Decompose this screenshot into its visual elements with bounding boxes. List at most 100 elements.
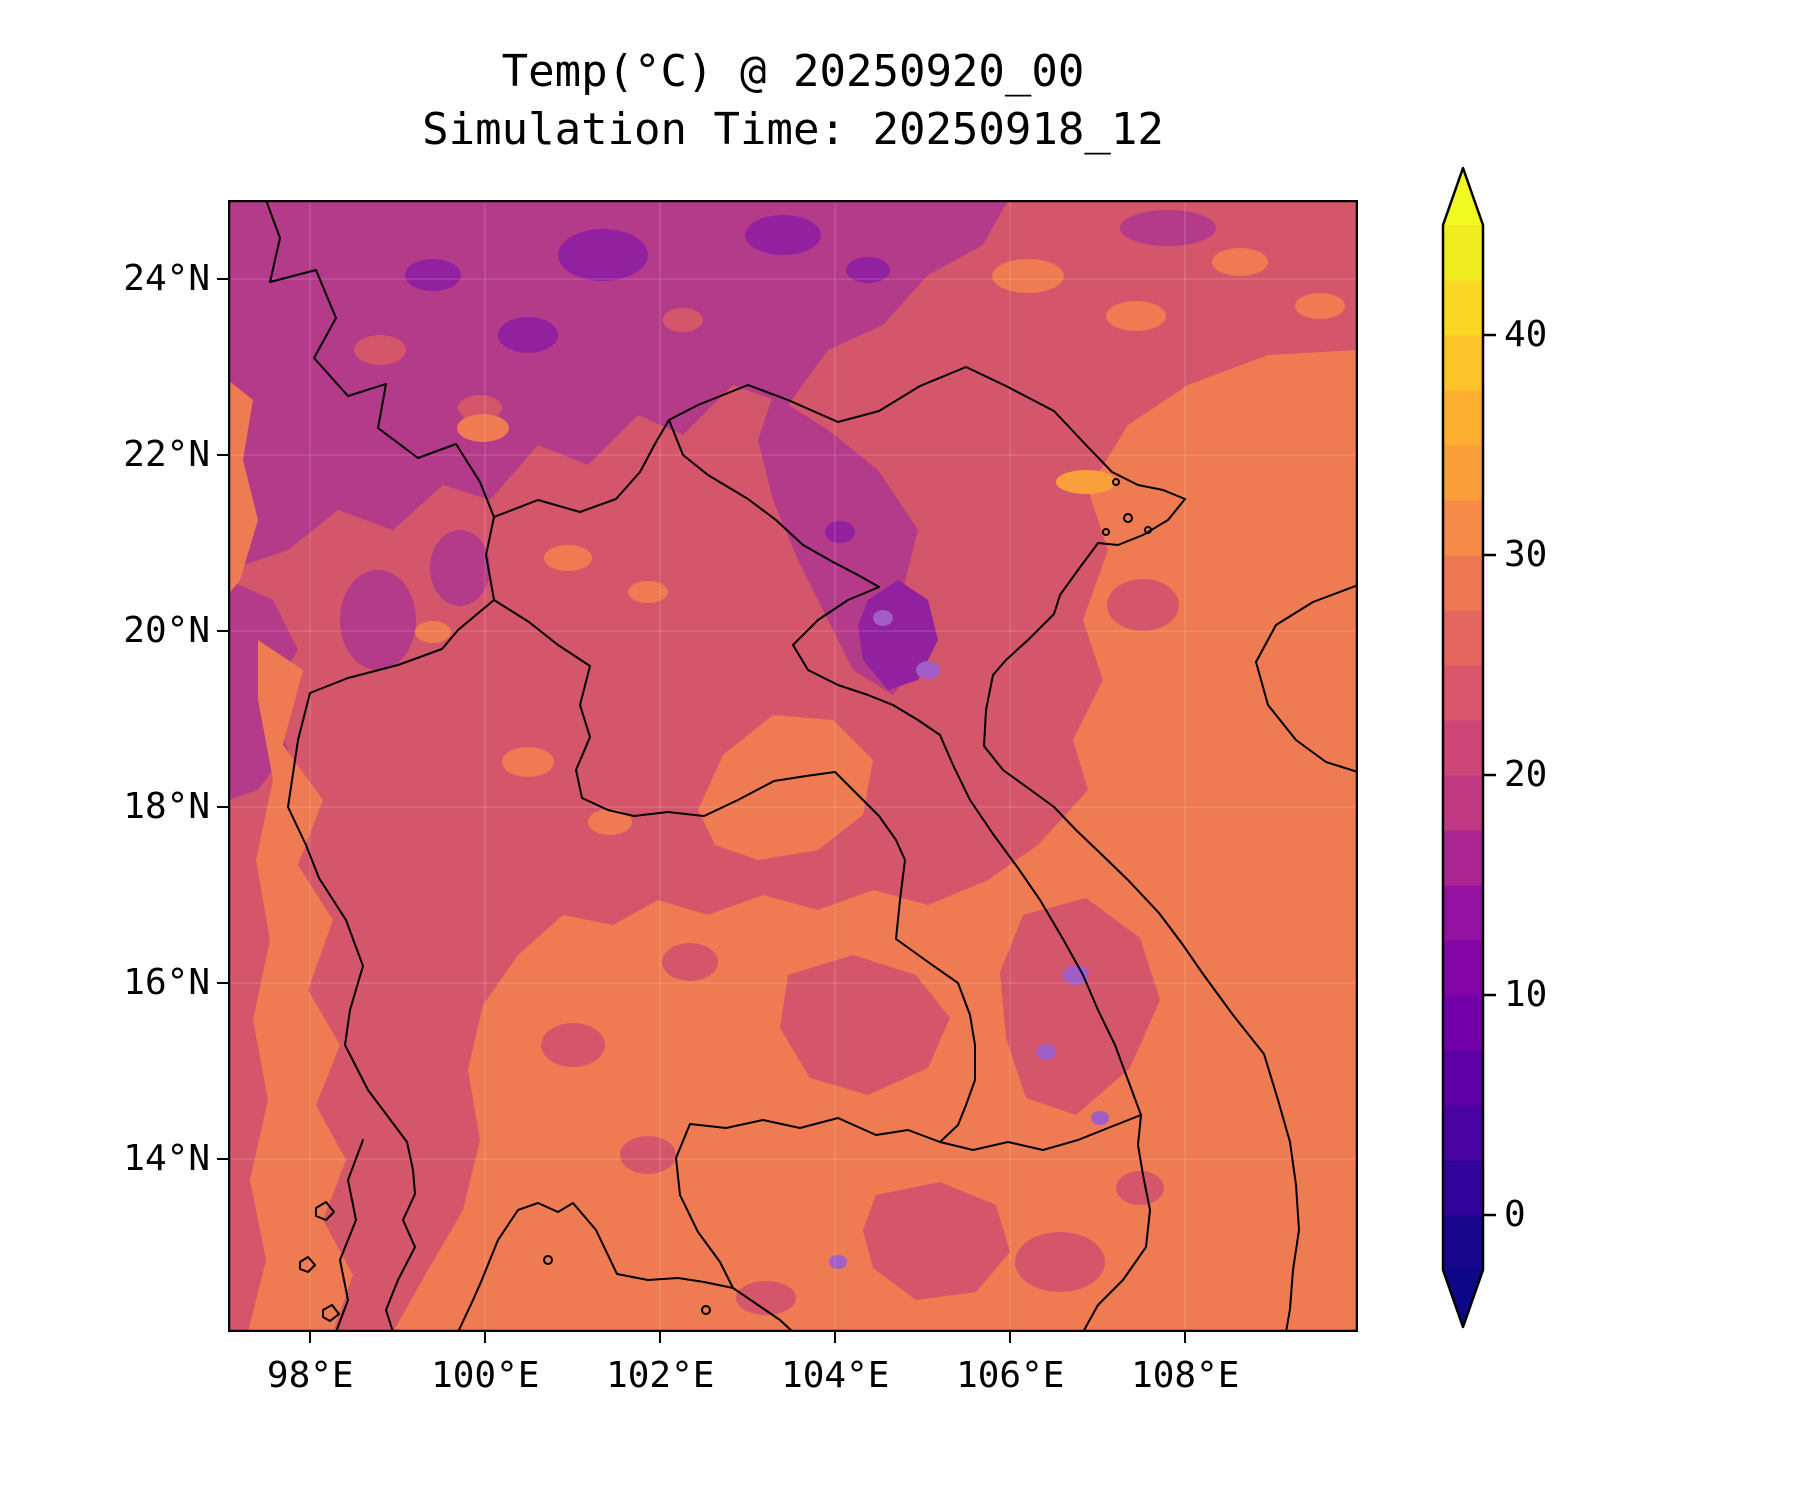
colorbar-segment bbox=[1443, 1049, 1483, 1106]
colorbar-segment bbox=[1443, 884, 1483, 941]
coast-vietnam bbox=[983, 498, 1300, 1332]
colorbar-segment bbox=[1443, 719, 1483, 776]
colorbar-segment bbox=[1443, 774, 1483, 831]
contour-region bbox=[502, 747, 554, 777]
colorbar-segment bbox=[1443, 829, 1483, 886]
x-axis-tick-label: 108°E bbox=[1131, 1355, 1240, 1396]
contour-region bbox=[1212, 248, 1268, 276]
axes-frame bbox=[228, 200, 1358, 1332]
y-axis-tick-mark bbox=[217, 806, 228, 809]
colorbar-tick-label: 10 bbox=[1504, 974, 1548, 1015]
contour-region bbox=[1116, 1171, 1164, 1205]
contour-region bbox=[498, 317, 558, 353]
y-axis-tick-mark bbox=[217, 1158, 228, 1161]
contour-region bbox=[916, 661, 940, 679]
x-axis-tick-label: 102°E bbox=[606, 1355, 715, 1396]
island bbox=[315, 1201, 335, 1221]
colorbar-segment bbox=[1443, 444, 1483, 501]
contour-region bbox=[992, 259, 1064, 293]
contour-region bbox=[628, 581, 668, 603]
colorbar-extend-under bbox=[1443, 1270, 1483, 1327]
contour-region bbox=[340, 570, 416, 670]
contour-region bbox=[1106, 301, 1166, 331]
contour-region bbox=[780, 955, 950, 1095]
border-laos-vietnam bbox=[668, 419, 1142, 1116]
coast-andaman bbox=[335, 1139, 364, 1332]
contour-region bbox=[430, 530, 490, 606]
country-borders bbox=[265, 200, 1358, 1332]
contour-region bbox=[1015, 1232, 1105, 1292]
y-axis-tick-label: 18°N bbox=[123, 786, 210, 828]
contour-region bbox=[825, 521, 855, 543]
contour-region bbox=[873, 610, 893, 626]
x-axis-tick-mark bbox=[309, 1332, 312, 1343]
colorbar-segment bbox=[1443, 554, 1483, 611]
contour-region bbox=[620, 1136, 676, 1174]
island bbox=[1123, 513, 1133, 523]
island bbox=[322, 1304, 340, 1322]
coast-gulf-of-thailand bbox=[457, 1202, 794, 1332]
colorbar-tick-marks bbox=[1483, 333, 1496, 1217]
coast-hainan bbox=[1255, 584, 1358, 773]
colorbar-segment bbox=[1443, 609, 1483, 666]
y-axis-tick-label: 20°N bbox=[123, 610, 210, 652]
y-axis-tick-label: 16°N bbox=[123, 962, 210, 1004]
border-thailand-laos bbox=[493, 599, 976, 1143]
contour-region bbox=[354, 335, 406, 365]
colorbar-segment bbox=[1443, 994, 1483, 1051]
colorbar-segment bbox=[1443, 939, 1483, 996]
colorbar bbox=[1441, 166, 1496, 1329]
y-axis-tick-label: 22°N bbox=[123, 434, 210, 476]
contour-region bbox=[1120, 210, 1216, 246]
contour-band-30-35-region bbox=[1056, 470, 1116, 494]
contour-region bbox=[588, 809, 632, 835]
contour-region bbox=[829, 1255, 847, 1269]
colorbar-segment bbox=[1443, 224, 1483, 281]
contour-region bbox=[541, 1023, 605, 1067]
contour-region bbox=[544, 545, 592, 571]
contour-region bbox=[558, 229, 648, 281]
contour-region bbox=[662, 943, 718, 981]
y-axis-tick-label: 14°N bbox=[123, 1138, 210, 1180]
contour-region bbox=[1063, 965, 1089, 985]
colorbar-segment bbox=[1443, 1214, 1483, 1271]
x-axis-tick-mark bbox=[834, 1332, 837, 1343]
colorbar-outline bbox=[1441, 166, 1485, 1329]
contour-region bbox=[1107, 579, 1179, 631]
contour-band-violet-spots bbox=[829, 610, 1109, 1269]
border-cambodia-vietnam bbox=[1082, 1114, 1151, 1332]
border-china bbox=[265, 200, 1186, 518]
y-axis-tick-mark bbox=[217, 982, 228, 985]
island bbox=[1112, 478, 1120, 486]
island bbox=[543, 1255, 553, 1265]
y-axis-tick-mark bbox=[217, 630, 228, 633]
island bbox=[1102, 528, 1110, 536]
contour-region bbox=[248, 640, 353, 1332]
contour-region bbox=[1091, 1111, 1109, 1125]
x-axis-tick-label: 106°E bbox=[956, 1355, 1065, 1396]
y-axis-tick-mark bbox=[217, 454, 228, 457]
contour-region bbox=[863, 1182, 1010, 1300]
colorbar-tick-label: 0 bbox=[1504, 1194, 1526, 1235]
x-axis-tick-label: 98°E bbox=[266, 1355, 354, 1396]
contour-region bbox=[663, 308, 703, 332]
plot-title-line1: Temp(°C) @ 20250920_00 bbox=[501, 46, 1085, 97]
temperature-contour-map bbox=[228, 200, 1358, 1332]
colorbar-segment bbox=[1443, 389, 1483, 446]
contour-region bbox=[858, 580, 938, 690]
plot-title-line2: Simulation Time: 20250918_12 bbox=[422, 104, 1164, 155]
contour-region bbox=[415, 621, 451, 643]
contour-region bbox=[698, 715, 873, 860]
contour-region bbox=[228, 200, 1008, 570]
colorbar-segment bbox=[1443, 499, 1483, 556]
border-thailand-cambodia bbox=[675, 1117, 941, 1289]
contour-region bbox=[736, 1281, 796, 1315]
contour-region bbox=[1036, 1044, 1056, 1060]
y-axis-tick-mark bbox=[217, 278, 228, 281]
colorbar-extend-over bbox=[1443, 168, 1483, 225]
x-axis-tick-mark bbox=[1009, 1332, 1012, 1343]
border-thailand-myanmar bbox=[287, 599, 495, 1332]
border-laos-cambodia bbox=[939, 1114, 1142, 1151]
contour-region bbox=[457, 414, 509, 442]
